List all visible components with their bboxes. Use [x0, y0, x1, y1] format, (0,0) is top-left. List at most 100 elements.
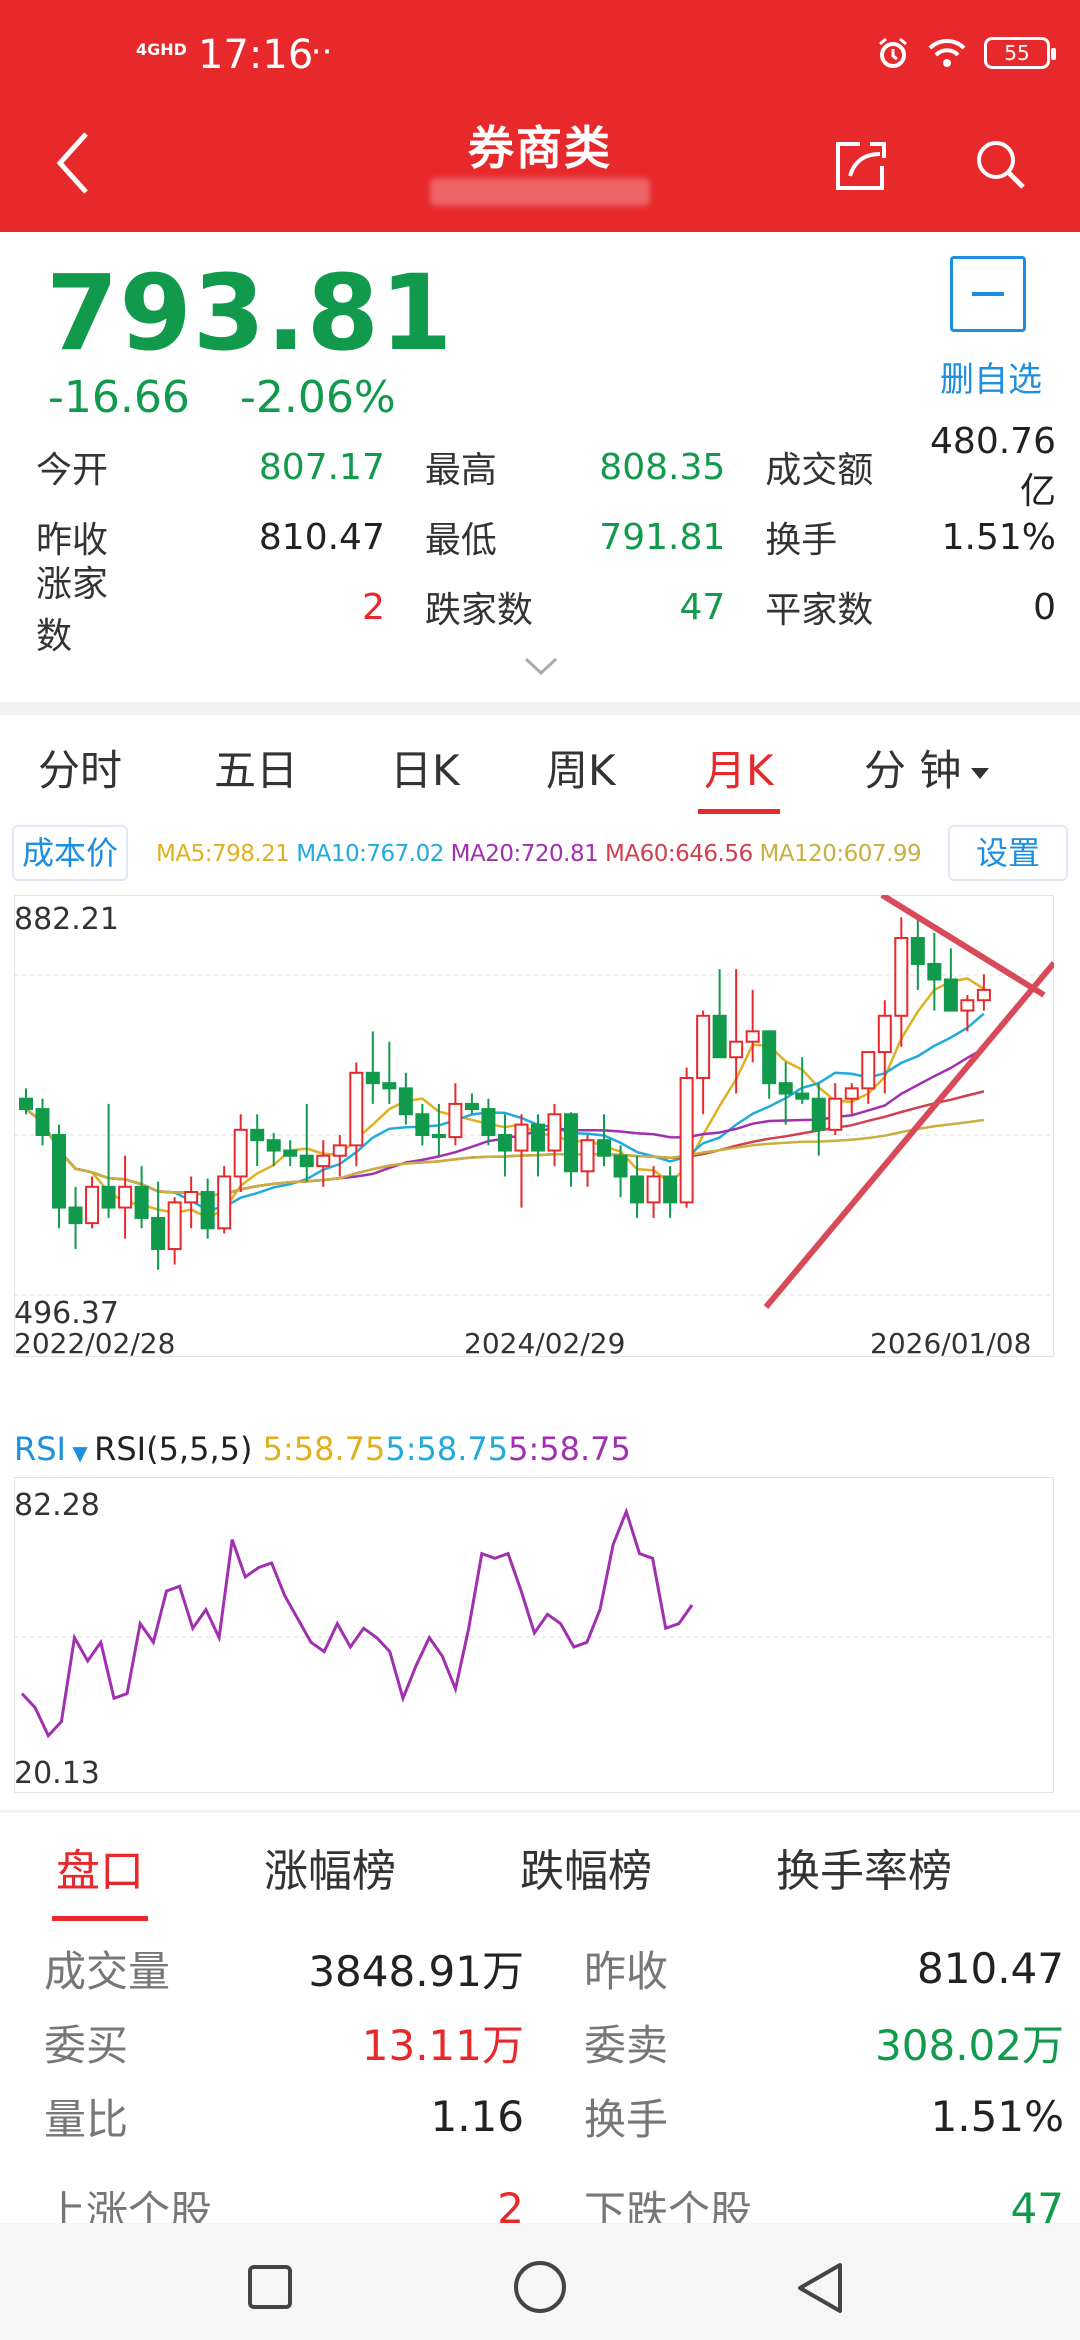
depth-label: 换手 — [584, 2094, 669, 2144]
ma-legend-bar: 成本价 MA5:798.21 MA10:767.02 MA20:720.81 M… — [12, 825, 1068, 881]
depth-value: 1.51% — [930, 2091, 1064, 2141]
rsi-selector[interactable]: RSI — [14, 1430, 66, 1468]
battery-icon: 55 — [984, 37, 1056, 69]
stat-label: 换手 — [765, 520, 838, 561]
candle-body — [861, 1051, 876, 1090]
tab-daily-k[interactable]: 日K — [390, 746, 460, 795]
stat-label: 平家数 — [765, 590, 874, 631]
stat-value: 0 — [1033, 586, 1056, 628]
candle-body — [85, 1185, 100, 1225]
share-icon[interactable] — [830, 136, 890, 192]
candle-body — [365, 1071, 380, 1085]
rsi-line — [20, 1507, 694, 1739]
app-header: 4GHD 17:16 ··· 55 券商类 — [0, 0, 1080, 232]
stat-value: 808.35 — [599, 446, 726, 488]
system-nav-bar — [0, 2223, 1080, 2340]
candle-body — [415, 1113, 430, 1136]
price-change-pct: -2.06% — [240, 372, 396, 423]
candle-body — [795, 1092, 810, 1100]
depth-label: 量比 — [44, 2094, 129, 2144]
candle-body — [613, 1154, 628, 1178]
tab-gainers[interactable]: 涨幅榜 — [264, 1846, 396, 1897]
candlestick-chart[interactable]: 882.21 496.37 2022/02/28 2024/02/29 2026… — [14, 895, 1054, 1357]
chevron-down-icon[interactable] — [524, 656, 558, 676]
settings-button[interactable]: 设置 — [948, 825, 1068, 881]
network-indicator: 4GHD — [136, 40, 187, 59]
stat-label: 昨收 — [36, 520, 109, 561]
tab-weekly-k[interactable]: 周K — [546, 746, 616, 795]
ma-legend: MA5:798.21 MA10:767.02 MA20:720.81 MA60:… — [156, 841, 922, 867]
remove-watchlist-button[interactable] — [950, 256, 1026, 332]
stats-row: 昨收 810.47 最低 791.81 换手 1.51% — [36, 502, 1056, 572]
depth-row: 成交量 3848.91万 昨收 810.47 — [44, 1931, 1064, 2005]
candle-body — [134, 1185, 149, 1219]
rsi-params: RSI(5,5,5) — [94, 1430, 253, 1468]
search-icon[interactable] — [972, 136, 1028, 192]
candle-body — [943, 978, 958, 1012]
quote-stats: 今开 807.17 最高 808.35 成交额 480.76亿 昨收 810.4… — [36, 421, 1056, 658]
candle-body — [217, 1175, 232, 1230]
dropdown-arrow-icon — [971, 768, 990, 779]
tab-turnover[interactable]: 换手率榜 — [776, 1846, 952, 1897]
candle-body — [844, 1087, 859, 1100]
candle-body — [101, 1185, 116, 1209]
stat-value: 47 — [679, 586, 726, 628]
candle-body — [547, 1113, 562, 1152]
stats-row: 今开 807.17 最高 808.35 成交额 480.76亿 — [36, 421, 1056, 512]
candle-body — [597, 1139, 612, 1157]
x-tick-label: 2022/02/28 — [14, 1327, 175, 1357]
kline-panel: 分时 五日 日K 周K 月K 分 钟 成本价 MA5:798.21 MA10:7… — [0, 715, 1080, 1810]
stat-label: 跌家数 — [424, 590, 533, 631]
x-tick-label: 2024/02/29 — [464, 1327, 625, 1357]
candle-body — [52, 1133, 67, 1209]
candle-body — [19, 1097, 33, 1111]
stat-label: 最高 — [424, 450, 497, 491]
price-change: -16.66 — [48, 372, 190, 423]
alarm-icon — [879, 37, 907, 68]
ma5-label: MA5:798.21 — [156, 841, 290, 867]
rsi-legend[interactable]: RSI ▼ RSI(5,5,5) 5:58.755:58.755:58.75 — [14, 1430, 631, 1468]
candle-body — [564, 1113, 579, 1173]
ma10-label: MA10:767.02 — [296, 841, 444, 867]
candle-body — [811, 1097, 826, 1131]
stat-value: 480.76亿 — [930, 420, 1056, 512]
trendline-lower — [763, 961, 1054, 1309]
tab-order-book[interactable]: 盘口 — [52, 1835, 148, 1921]
depth-label: 昨收 — [584, 1946, 669, 1996]
period-tabs: 分时 五日 日K 周K 月K 分 钟 — [0, 715, 1080, 815]
last-price: 793.81 — [46, 252, 454, 374]
candle-body — [35, 1108, 50, 1136]
back-icon[interactable] — [794, 2261, 846, 2315]
market-depth-panel: 盘口 涨幅榜 跌幅榜 换手率榜 成交量 3848.91万 昨收 810.47 委… — [0, 1813, 1080, 2223]
rsi-chart[interactable]: 82.28 20.13 — [14, 1477, 1054, 1793]
candle-body — [976, 988, 991, 1002]
candle-body — [712, 1014, 727, 1059]
tab-monthly-k[interactable]: 月K — [698, 737, 780, 814]
depth-label: 委买 — [44, 2020, 129, 2070]
home-icon[interactable] — [512, 2259, 568, 2315]
candle-body — [960, 999, 975, 1012]
depth-row: 上涨个股 2 下跌个股 47 — [44, 2171, 1064, 2224]
candle-body — [514, 1123, 529, 1152]
rsi-value-3: 5:58.75 — [508, 1430, 631, 1468]
candle-body — [448, 1102, 463, 1139]
candle-body — [382, 1082, 397, 1090]
cost-price-button[interactable]: 成本价 — [12, 825, 129, 881]
tab-five-day[interactable]: 五日 — [214, 746, 299, 795]
candle-body — [167, 1201, 182, 1251]
remove-watchlist-label[interactable]: 删自选 — [940, 360, 1042, 400]
candle-body — [200, 1191, 215, 1230]
candle-body — [349, 1071, 364, 1147]
recent-apps-icon[interactable] — [246, 2263, 294, 2311]
candle-body — [778, 1082, 793, 1095]
battery-level: 55 — [1004, 41, 1030, 65]
ma60-label: MA60:646.56 — [605, 841, 753, 867]
rsi-max-label: 82.28 — [14, 1488, 100, 1523]
candle-body — [927, 962, 942, 981]
back-arrow-icon[interactable] — [50, 128, 100, 198]
bottom-tabs: 盘口 涨幅榜 跌幅榜 换手率榜 — [0, 1835, 1080, 1921]
depth-row: 量比 1.16 换手 1.51% — [44, 2079, 1064, 2153]
tab-losers[interactable]: 跌幅榜 — [520, 1846, 652, 1897]
tab-minute[interactable]: 分 钟 — [864, 737, 990, 798]
tab-intraday[interactable]: 分时 — [38, 746, 123, 795]
